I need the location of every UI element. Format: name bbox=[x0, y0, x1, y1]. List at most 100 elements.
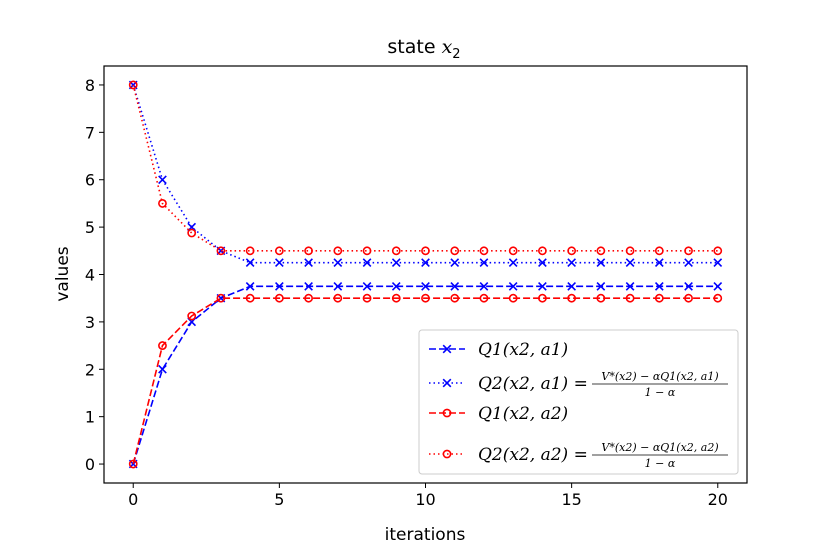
data-point bbox=[538, 293, 547, 303]
y-tick-label: 7 bbox=[85, 123, 95, 142]
series-line-4 bbox=[132, 84, 718, 252]
data-point bbox=[596, 293, 606, 303]
y-tick-label: 2 bbox=[85, 360, 95, 379]
data-point bbox=[450, 281, 460, 291]
data-point bbox=[304, 246, 313, 256]
legend-label-4: Q2(x2, a2) = bbox=[478, 445, 588, 465]
y-tick-label: 0 bbox=[85, 455, 95, 474]
data-point bbox=[158, 199, 167, 208]
x-tick-label: 0 bbox=[128, 490, 138, 509]
data-point bbox=[450, 258, 460, 268]
data-point bbox=[391, 258, 401, 268]
data-point bbox=[274, 246, 284, 256]
data-point bbox=[128, 80, 138, 90]
x-axis-label: iterations bbox=[385, 525, 466, 545]
data-point bbox=[684, 293, 693, 303]
legend-label-1: Q1(x2, a1) bbox=[478, 340, 568, 360]
data-point bbox=[245, 281, 255, 291]
data-point bbox=[128, 459, 138, 469]
data-point bbox=[304, 258, 313, 268]
data-point bbox=[567, 281, 577, 291]
data-point bbox=[333, 281, 343, 291]
data-point bbox=[479, 246, 489, 256]
data-point bbox=[713, 293, 723, 303]
legend-marker-4 bbox=[442, 449, 452, 459]
data-point bbox=[654, 246, 664, 256]
data-point bbox=[596, 281, 606, 291]
data-point bbox=[421, 293, 430, 303]
data-point bbox=[538, 258, 547, 268]
x-tick-label: 15 bbox=[561, 490, 581, 509]
data-point bbox=[625, 246, 635, 256]
data-point bbox=[567, 293, 577, 303]
series-line-2 bbox=[132, 84, 718, 264]
data-point bbox=[567, 258, 577, 268]
data-point bbox=[538, 281, 547, 291]
y-tick-label: 5 bbox=[85, 218, 95, 237]
data-point bbox=[245, 293, 255, 303]
data-point bbox=[362, 246, 372, 256]
data-point bbox=[304, 293, 313, 303]
data-point bbox=[245, 258, 255, 268]
data-point bbox=[421, 281, 430, 291]
data-point bbox=[508, 281, 518, 291]
plot-area bbox=[128, 80, 723, 469]
data-point bbox=[158, 341, 167, 350]
data-point bbox=[362, 258, 372, 268]
legend-fraction-denominator: 1 − α bbox=[645, 386, 676, 399]
data-point bbox=[625, 258, 635, 268]
data-point bbox=[508, 293, 518, 303]
chart-title: state x2 bbox=[387, 36, 460, 62]
data-point bbox=[654, 281, 664, 291]
legend-marker-3 bbox=[442, 408, 452, 418]
data-point bbox=[362, 281, 372, 291]
data-point bbox=[391, 293, 401, 303]
data-point bbox=[245, 246, 255, 256]
series-line-1 bbox=[132, 285, 718, 465]
data-point bbox=[274, 258, 284, 268]
data-point bbox=[158, 175, 167, 185]
y-tick-label: 1 bbox=[85, 408, 95, 427]
data-point bbox=[684, 281, 693, 291]
data-point bbox=[713, 258, 723, 268]
legend-box bbox=[418, 329, 739, 475]
legend-label-2: Q2(x2, a1) = bbox=[478, 374, 588, 394]
data-point bbox=[479, 293, 489, 303]
data-point bbox=[216, 246, 226, 256]
data-point bbox=[567, 246, 577, 256]
data-point bbox=[508, 258, 518, 268]
legend-marker-1 bbox=[442, 344, 452, 354]
data-point bbox=[625, 293, 635, 303]
data-point bbox=[158, 364, 167, 374]
legend: Q1(x2, a1) Q2(x2, a1) = V*(x2) − αQ1(x2, a… bbox=[418, 329, 739, 475]
data-point bbox=[538, 246, 547, 256]
y-tick-label: 3 bbox=[85, 313, 95, 332]
data-point bbox=[421, 246, 430, 256]
legend-fraction-numerator: V*(x2) − αQ1(x2, a1) bbox=[601, 370, 718, 383]
data-point bbox=[333, 246, 343, 256]
data-point bbox=[333, 293, 343, 303]
data-point bbox=[479, 281, 489, 291]
data-point bbox=[391, 246, 401, 256]
legend-marker-2 bbox=[442, 378, 452, 388]
legend-fraction-denominator: 1 − α bbox=[645, 457, 676, 470]
y-tick-label: 6 bbox=[85, 171, 95, 190]
data-point bbox=[479, 258, 489, 268]
data-point bbox=[684, 258, 693, 268]
data-point bbox=[391, 281, 401, 291]
data-point bbox=[362, 293, 372, 303]
y-tick-label: 8 bbox=[85, 76, 95, 95]
data-point bbox=[333, 258, 343, 268]
data-point bbox=[187, 228, 197, 238]
data-point bbox=[625, 281, 635, 291]
data-point bbox=[187, 311, 197, 321]
data-point bbox=[450, 246, 460, 256]
y-tick-label: 4 bbox=[85, 266, 95, 285]
y-axis-label: values bbox=[53, 246, 73, 301]
x-tick-label: 20 bbox=[708, 490, 728, 509]
legend-label-3: Q1(x2, a2) bbox=[478, 404, 568, 424]
data-point bbox=[713, 281, 723, 291]
x-tick-label: 5 bbox=[274, 490, 284, 509]
data-point bbox=[421, 258, 430, 268]
